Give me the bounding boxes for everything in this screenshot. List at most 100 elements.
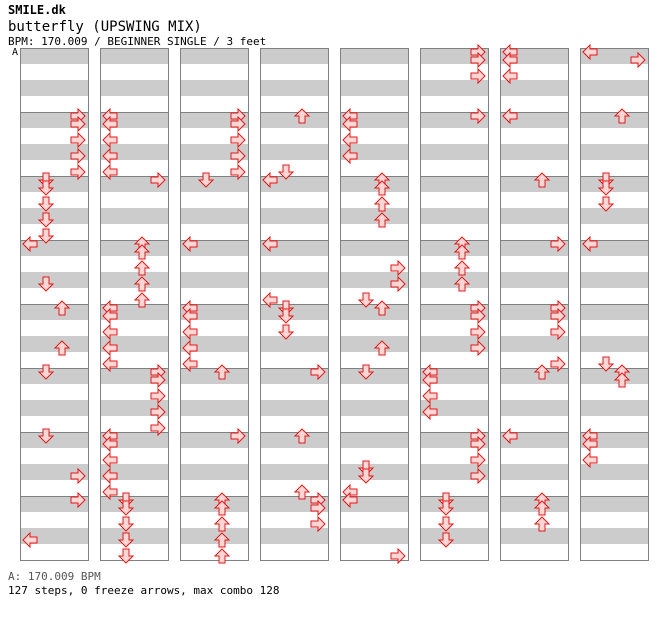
arrow-right-icon [550, 355, 566, 373]
beat-stripe [420, 496, 488, 512]
arrow-right-icon [70, 147, 86, 165]
arrow-right-icon [150, 371, 166, 389]
bpm-marker: A [12, 47, 19, 58]
beat-stripe [260, 464, 328, 480]
arrow-right-icon [230, 115, 246, 133]
arrow-up-icon [613, 372, 631, 388]
arrow-left-icon [22, 235, 38, 253]
beat-stripe [180, 208, 248, 224]
beat-stripe [420, 144, 488, 160]
arrow-up-icon [533, 172, 551, 188]
arrow-down-icon [117, 532, 135, 548]
arrow-up-icon [213, 532, 231, 548]
beat-stripe [260, 336, 328, 352]
arrow-up-icon [533, 364, 551, 380]
beat-stripe [580, 112, 648, 128]
beat-stripe [180, 400, 248, 416]
arrow-right-icon [550, 323, 566, 341]
beat-stripe [260, 208, 328, 224]
arrow-up-icon [373, 180, 391, 196]
arrow-right-icon [150, 419, 166, 437]
beat-stripe [580, 80, 648, 96]
arrow-down-icon [197, 172, 215, 188]
arrow-left-icon [102, 355, 118, 373]
arrow-down-icon [117, 548, 135, 564]
arrow-left-icon [102, 467, 118, 485]
beat-stripe [180, 464, 248, 480]
arrow-up-icon [133, 276, 151, 292]
beat-stripe [500, 496, 568, 512]
beat-stripe [180, 272, 248, 288]
arrow-down-icon [437, 516, 455, 532]
arrow-left-icon [102, 163, 118, 181]
arrow-right-icon [470, 451, 486, 469]
arrow-right-icon [230, 163, 246, 181]
beat-stripe [500, 528, 568, 544]
beat-stripe [340, 48, 408, 64]
arrow-down-icon [277, 308, 295, 324]
arrow-up-icon [133, 260, 151, 276]
arrow-left-icon [342, 491, 358, 509]
column-border [180, 48, 249, 561]
arrow-right-icon [70, 467, 86, 485]
beat-stripe [180, 368, 248, 384]
beat-stripe [420, 272, 488, 288]
beat-stripe [100, 208, 168, 224]
column-border [500, 48, 569, 561]
beat-stripe [260, 48, 328, 64]
arrow-down-icon [37, 364, 55, 380]
beat-stripe [340, 368, 408, 384]
arrow-down-icon [117, 516, 135, 532]
arrow-right-icon [470, 107, 486, 125]
arrow-left-icon [502, 67, 518, 85]
arrow-down-icon [37, 196, 55, 212]
arrow-left-icon [22, 531, 38, 549]
arrow-left-icon [102, 147, 118, 165]
arrow-right-icon [390, 275, 406, 293]
arrow-right-icon [470, 323, 486, 341]
arrow-right-icon [470, 467, 486, 485]
beat-stripe [580, 368, 648, 384]
beat-stripe [580, 400, 648, 416]
arrow-up-icon [453, 244, 471, 260]
beat-stripe [500, 400, 568, 416]
arrow-up-icon [453, 260, 471, 276]
beat-stripe [20, 208, 88, 224]
arrow-right-icon [70, 491, 86, 509]
arrow-down-icon [37, 212, 55, 228]
arrow-up-icon [293, 484, 311, 500]
arrow-right-icon [630, 51, 646, 69]
arrow-left-icon [182, 355, 198, 373]
column-border [260, 48, 329, 561]
beat-stripe [260, 80, 328, 96]
beat-stripe [260, 528, 328, 544]
arrow-left-icon [102, 451, 118, 469]
beat-stripe [20, 432, 88, 448]
column-border [20, 48, 89, 561]
arrow-down-icon [597, 356, 615, 372]
arrow-left-icon [582, 451, 598, 469]
arrow-right-icon [470, 339, 486, 357]
arrow-right-icon [550, 235, 566, 253]
chart-info: BPM: 170.009 / BEGINNER SINGLE / 3 feet [8, 35, 267, 48]
arrow-up-icon [213, 364, 231, 380]
beat-stripe [340, 336, 408, 352]
bpm-footer: A: 170.009 BPM [8, 570, 101, 583]
beat-stripe [20, 336, 88, 352]
beat-stripe [260, 432, 328, 448]
arrow-up-icon [293, 108, 311, 124]
arrow-up-icon [373, 212, 391, 228]
arrow-up-icon [373, 340, 391, 356]
beat-stripe [500, 144, 568, 160]
arrow-left-icon [262, 235, 278, 253]
beat-stripe [500, 336, 568, 352]
arrow-right-icon [470, 67, 486, 85]
arrow-up-icon [613, 108, 631, 124]
arrow-left-icon [582, 235, 598, 253]
beat-stripe [420, 528, 488, 544]
arrow-down-icon [357, 364, 375, 380]
beat-stripe [100, 496, 168, 512]
beat-stripe [340, 528, 408, 544]
arrow-down-icon [37, 276, 55, 292]
beat-stripe [340, 208, 408, 224]
